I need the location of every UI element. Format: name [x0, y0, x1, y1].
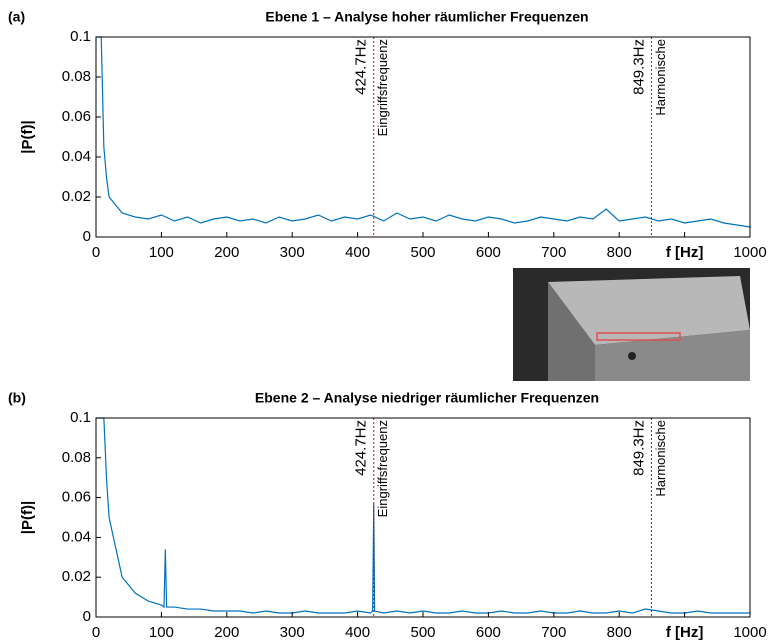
x-tick-label: 700: [541, 624, 566, 640]
chart-title: Ebene 2 – Analyse niedriger räumlicher F…: [255, 390, 599, 406]
x-tick-label: 400: [345, 624, 370, 640]
x-tick-label: 200: [214, 624, 239, 640]
y-tick-label: 0.04: [62, 148, 91, 165]
x-tick-label: 0: [92, 624, 100, 640]
y-tick-label: 0.1: [70, 28, 91, 45]
y-tick-label: 0.02: [62, 188, 91, 205]
x-tick-label: 200: [214, 244, 239, 261]
annotation-text: Eingriffsfrequenz: [375, 420, 390, 517]
y-axis-label: |P(f)|: [19, 501, 36, 534]
annotation-text: Harmonische: [653, 39, 668, 116]
annotation-text: Harmonische: [653, 420, 668, 497]
x-tick-label: 600: [476, 624, 501, 640]
x-tick-label: 300: [280, 244, 305, 261]
x-tick-label: 400: [345, 244, 370, 261]
photo: [513, 268, 750, 381]
y-tick-label: 0.06: [62, 108, 91, 125]
y-tick-label: 0: [83, 228, 91, 245]
annotation-label: 424.7Hz: [353, 39, 370, 95]
y-tick-label: 0.04: [62, 528, 91, 545]
x-tick-label: 1000: [733, 624, 766, 640]
x-tick-label: 0: [92, 244, 100, 261]
y-tick-label: 0.08: [62, 449, 91, 466]
x-tick-label: 1000: [733, 244, 766, 261]
x-axis-label: f [Hz]: [666, 244, 704, 261]
x-axis-label: f [Hz]: [666, 624, 704, 640]
x-tick-label: 500: [410, 244, 435, 261]
annotation-label: 424.7Hz: [353, 420, 370, 476]
chart-title: Ebene 1 – Analyse hoher räumlicher Frequ…: [265, 9, 588, 25]
spectrum-line: [96, 36, 751, 228]
x-tick-label: 800: [607, 624, 632, 640]
x-tick-label: 500: [410, 624, 435, 640]
panel-label: (b): [8, 390, 26, 406]
y-tick-label: 0: [83, 608, 91, 625]
x-tick-label: 700: [541, 244, 566, 261]
y-axis-label: |P(f)|: [19, 120, 36, 153]
y-tick-label: 0.06: [62, 489, 91, 506]
annotation-label: 849.3Hz: [630, 39, 647, 95]
x-tick-label: 100: [149, 624, 174, 640]
x-tick-label: 100: [149, 244, 174, 261]
y-tick-label: 0.08: [62, 68, 91, 85]
x-tick-label: 800: [607, 244, 632, 261]
x-tick-label: 600: [476, 244, 501, 261]
annotation-text: Eingriffsfrequenz: [375, 39, 390, 136]
panel-label: (a): [8, 9, 25, 25]
annotation-label: 849.3Hz: [630, 420, 647, 476]
x-tick-label: 300: [280, 624, 305, 640]
y-tick-label: 0.02: [62, 568, 91, 585]
y-tick-label: 0.1: [70, 409, 91, 426]
